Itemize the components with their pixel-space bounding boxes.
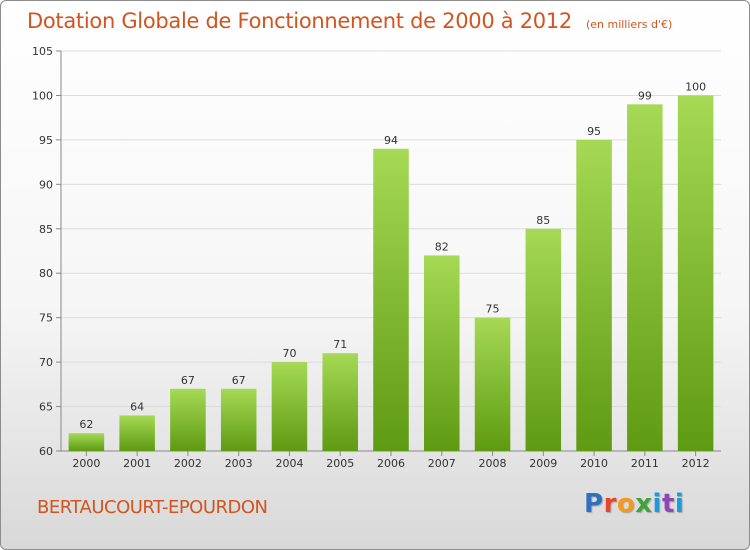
x-tick-label: 2008 [479,457,507,470]
bar [474,317,511,451]
x-tick-label: 2002 [174,457,202,470]
x-tick-label: 2006 [377,457,405,470]
y-tick-label: 100 [32,89,53,102]
y-tick-label: 95 [39,134,53,147]
bar [220,388,257,451]
chart-title: Dotation Globale de Fonctionnement de 20… [27,9,672,33]
data-label: 99 [638,89,652,102]
y-tick-label: 75 [39,312,53,325]
bar [525,228,562,451]
commune-name: BERTAUCOURT-EPOURDON [37,497,268,518]
data-label: 62 [79,418,93,431]
data-label: 70 [282,347,296,360]
bar [170,388,206,451]
data-label: 75 [486,303,500,316]
data-label: 85 [536,214,550,227]
bar [677,95,714,451]
y-tick-label: 105 [32,45,53,58]
bar [373,148,409,451]
bar [576,139,612,451]
data-label: 82 [435,240,449,253]
data-label: 67 [181,374,195,387]
x-tick-label: 2003 [225,457,253,470]
x-tick-label: 2011 [631,457,659,470]
x-tick-label: 2009 [529,457,557,470]
data-label: 100 [685,80,706,93]
y-tick-label: 65 [39,401,53,414]
proxiti-logo: Proxiti [584,489,685,519]
chart-subtitle: (en milliers d'€) [585,18,673,31]
x-tick-label: 2010 [580,457,608,470]
x-tick-label: 2005 [326,457,354,470]
x-tick-label: 2001 [123,457,151,470]
bar [119,415,155,451]
y-tick-label: 90 [39,178,53,191]
bar [68,433,105,451]
bar [271,362,308,451]
y-tick-label: 85 [39,223,53,236]
data-label: 94 [384,134,398,147]
data-label: 67 [232,374,246,387]
bar [424,255,460,451]
x-tick-label: 2004 [275,457,303,470]
data-label: 64 [130,400,144,413]
bar [627,104,663,451]
y-tick-label: 60 [39,445,53,458]
chart-title-text: Dotation Globale de Fonctionnement de 20… [27,9,572,33]
data-label: 95 [587,125,601,138]
bar [322,353,358,451]
y-tick-label: 70 [39,356,53,369]
x-tick-label: 2007 [428,457,456,470]
x-tick-label: 2000 [72,457,100,470]
x-tick-label: 2012 [682,457,710,470]
data-label: 71 [333,338,347,351]
y-tick-label: 80 [39,267,53,280]
